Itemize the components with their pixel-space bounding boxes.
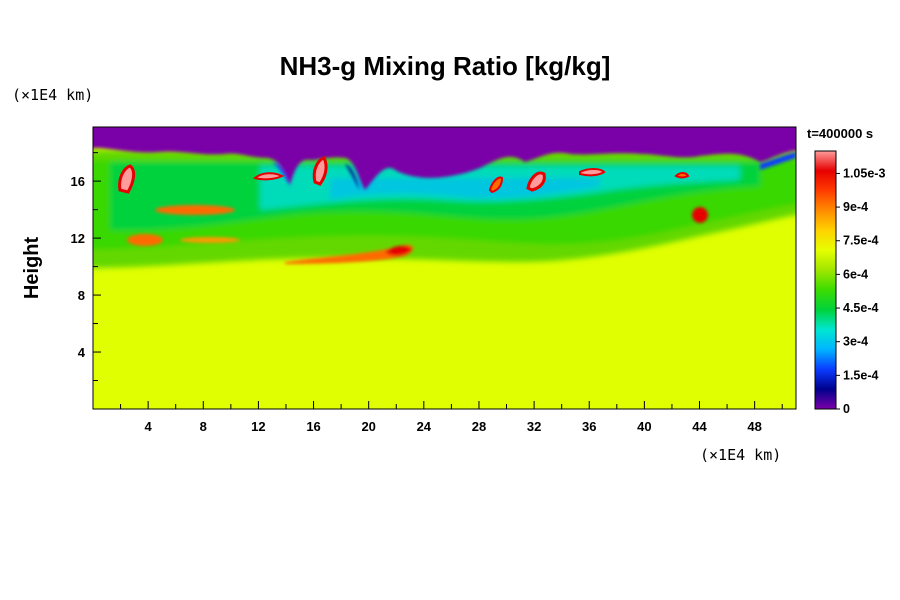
edge-hotspots	[118, 156, 690, 194]
colorbar-tick-label: 9e-4	[843, 200, 868, 214]
upper-layer-field	[93, 127, 796, 190]
plot-area	[93, 127, 796, 409]
plot-frame	[92, 126, 797, 410]
chart-title: NH3-g Mixing Ratio [kg/kg]	[280, 51, 611, 81]
y-tick-label: 4	[78, 345, 86, 360]
x-unit-label: (×1E4 km)	[700, 446, 781, 464]
x-tick-label: 32	[527, 419, 541, 434]
y-tick-label: 8	[78, 288, 85, 303]
x-tick-label: 4	[145, 419, 153, 434]
colorbar-tick-label: 6e-4	[843, 267, 868, 281]
x-axis: 4 8 12 16 20 24 28 32 36 40 44 48	[120, 401, 783, 434]
x-tick-label: 20	[361, 419, 375, 434]
colorbar-tick-label: 1.5e-4	[843, 368, 878, 382]
x-tick-label: 44	[692, 419, 707, 434]
colorbar-axis: 0 1.5e-4 3e-4 4.5e-4 6e-4 7.5e-4 9e-4 1.05e-3	[836, 166, 885, 416]
y-tick-label: 16	[71, 174, 85, 189]
red-features	[127, 205, 708, 264]
y-axis: 4 8 12 16	[71, 152, 101, 382]
x-tick-label: 8	[200, 419, 207, 434]
colorbar-tick-label: 0	[843, 402, 850, 416]
x-tick-label: 36	[582, 419, 596, 434]
y-tick-label: 12	[71, 231, 85, 246]
mid-layer-field	[93, 150, 796, 268]
x-tick-label: 40	[637, 419, 651, 434]
colorbar-tick-label: 1.05e-3	[843, 166, 885, 180]
colorbar	[814, 150, 837, 410]
y-axis-label: Height	[21, 237, 43, 300]
time-label: t=400000 s	[807, 126, 873, 141]
y-unit-label: (×1E4 km)	[12, 86, 93, 104]
x-tick-label: 48	[747, 419, 761, 434]
colorbar-tick-label: 7.5e-4	[843, 234, 878, 248]
x-tick-label: 24	[417, 419, 432, 434]
x-tick-label: 28	[472, 419, 486, 434]
x-tick-label: 12	[251, 419, 265, 434]
colorbar-tick-label: 3e-4	[843, 335, 868, 349]
x-tick-label: 16	[306, 419, 320, 434]
colorbar-tick-label: 4.5e-4	[843, 301, 878, 315]
